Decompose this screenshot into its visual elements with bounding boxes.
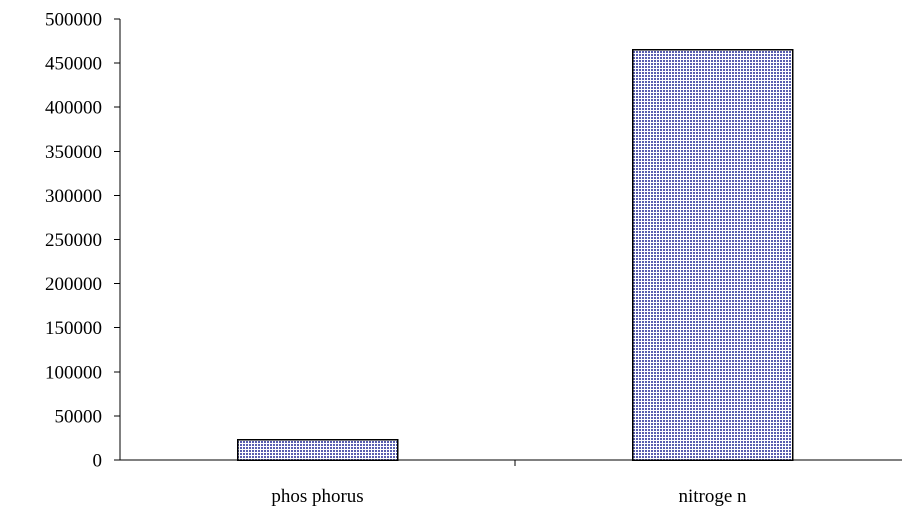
y-tick-label: 250000 xyxy=(45,230,102,251)
y-tick-label: 150000 xyxy=(45,318,102,339)
x-tick-label: phos phorus xyxy=(271,486,363,507)
y-tick-label: 200000 xyxy=(45,274,102,295)
x-axis-tick-labels: phos phorus nitroge n xyxy=(271,486,747,507)
bars xyxy=(236,49,794,461)
bar-nitroge-n xyxy=(631,49,794,461)
y-tick-label: 50000 xyxy=(55,406,103,427)
y-axis-tick-labels: 0 50000 100000 150000 200000 250000 300000 3500… xyxy=(45,10,102,472)
y-tick-label: 100000 xyxy=(45,362,102,383)
y-tick-label: 500000 xyxy=(45,10,102,31)
y-tick-label: 300000 xyxy=(45,186,102,207)
y-tick-label: 400000 xyxy=(45,98,102,119)
bar-phos-phorus xyxy=(236,438,399,461)
y-tick-label: 450000 xyxy=(45,54,102,75)
x-tick-label: nitroge n xyxy=(678,486,747,507)
y-tick-label: 350000 xyxy=(45,142,102,163)
y-axis-ticks xyxy=(114,18,120,461)
y-tick-label: 0 xyxy=(93,451,103,472)
